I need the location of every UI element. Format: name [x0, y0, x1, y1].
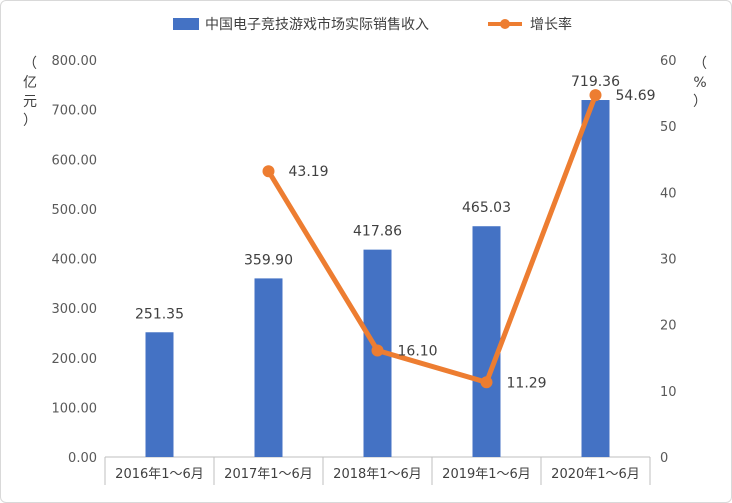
left-tick-label: 500.00 — [52, 203, 98, 218]
growth-point — [480, 376, 493, 389]
line-series — [262, 89, 602, 389]
legend-line-label: 增长率 — [530, 16, 572, 33]
x-tick-label: 2017年1～6月 — [224, 467, 313, 482]
right-tick-label: 0 — [660, 451, 668, 466]
left-axis-unit: （ 亿元 ） — [23, 56, 37, 129]
legend: 中国电子竞技游戏市场实际销售收入 增长率 — [173, 16, 572, 33]
bar-data-label: 417.86 — [353, 224, 402, 240]
right-tick-label: 30 — [660, 253, 677, 268]
right-axis-unit: （% ） — [693, 56, 707, 110]
left-tick-label: 0.00 — [68, 451, 97, 466]
bar-data-label: 359.90 — [244, 252, 293, 268]
left-axis-ticks: 0.00 100.00 200.00 300.00 400.00 500.00 600.00… — [52, 54, 98, 466]
right-tick-label: 10 — [660, 385, 677, 400]
left-tick-label: 700.00 — [52, 104, 98, 119]
legend-bar-swatch — [173, 18, 199, 30]
growth-data-label: 43.19 — [289, 164, 329, 180]
left-tick-label: 100.00 — [52, 401, 98, 416]
right-unit-char: % — [693, 75, 706, 91]
left-tick-label: 800.00 — [52, 54, 98, 69]
growth-line — [266, 94, 598, 385]
right-unit-char: （ — [693, 56, 707, 72]
x-tick-label: 2016年1～6月 — [115, 467, 204, 482]
right-tick-label: 50 — [660, 120, 677, 135]
growth-data-label: 11.29 — [507, 375, 547, 391]
bar — [581, 100, 610, 457]
right-tick-label: 60 — [660, 54, 677, 69]
x-tick-label: 2019年1～6月 — [442, 467, 531, 482]
bar-series — [145, 100, 610, 457]
legend-bar-label: 中国电子竞技游戏市场实际销售收入 — [205, 16, 429, 33]
left-tick-label: 600.00 — [52, 153, 98, 168]
bar-data-labels: 251.35 359.90 417.86 465.03 719.36 — [135, 74, 620, 322]
right-tick-label: 40 — [660, 186, 677, 201]
growth-data-label: 54.69 — [616, 88, 656, 104]
bar-data-label: 251.35 — [135, 306, 184, 322]
bar-data-label: 719.36 — [571, 74, 620, 90]
bar — [254, 278, 283, 457]
left-unit-char: ） — [23, 113, 37, 129]
legend-line-marker — [500, 19, 510, 29]
right-unit-char: ） — [693, 94, 707, 110]
growth-point — [371, 344, 384, 357]
right-axis-ticks: 0 10 20 30 40 50 60 — [660, 54, 677, 466]
bar-data-label: 465.03 — [462, 200, 511, 216]
growth-data-label: 16.10 — [398, 343, 438, 359]
left-tick-label: 200.00 — [52, 352, 98, 367]
x-tick-label: 2018年1～6月 — [333, 467, 422, 482]
x-tick-label: 2020年1～6月 — [551, 467, 640, 482]
right-tick-label: 20 — [660, 319, 677, 334]
left-tick-label: 400.00 — [52, 253, 98, 268]
line-data-labels: 43.19 16.10 11.29 54.69 — [289, 88, 656, 391]
x-axis-ticks: 2016年1～6月 2017年1～6月 2018年1～6月 2019年1～6月 2020… — [104, 457, 651, 485]
bar — [472, 226, 501, 457]
left-tick-label: 300.00 — [52, 302, 98, 317]
growth-point — [589, 89, 602, 102]
growth-point — [262, 165, 275, 178]
left-unit-char: （ — [23, 56, 37, 72]
bar — [145, 332, 174, 457]
left-unit-char: 元 — [23, 94, 37, 110]
left-unit-char: 亿 — [23, 75, 37, 91]
